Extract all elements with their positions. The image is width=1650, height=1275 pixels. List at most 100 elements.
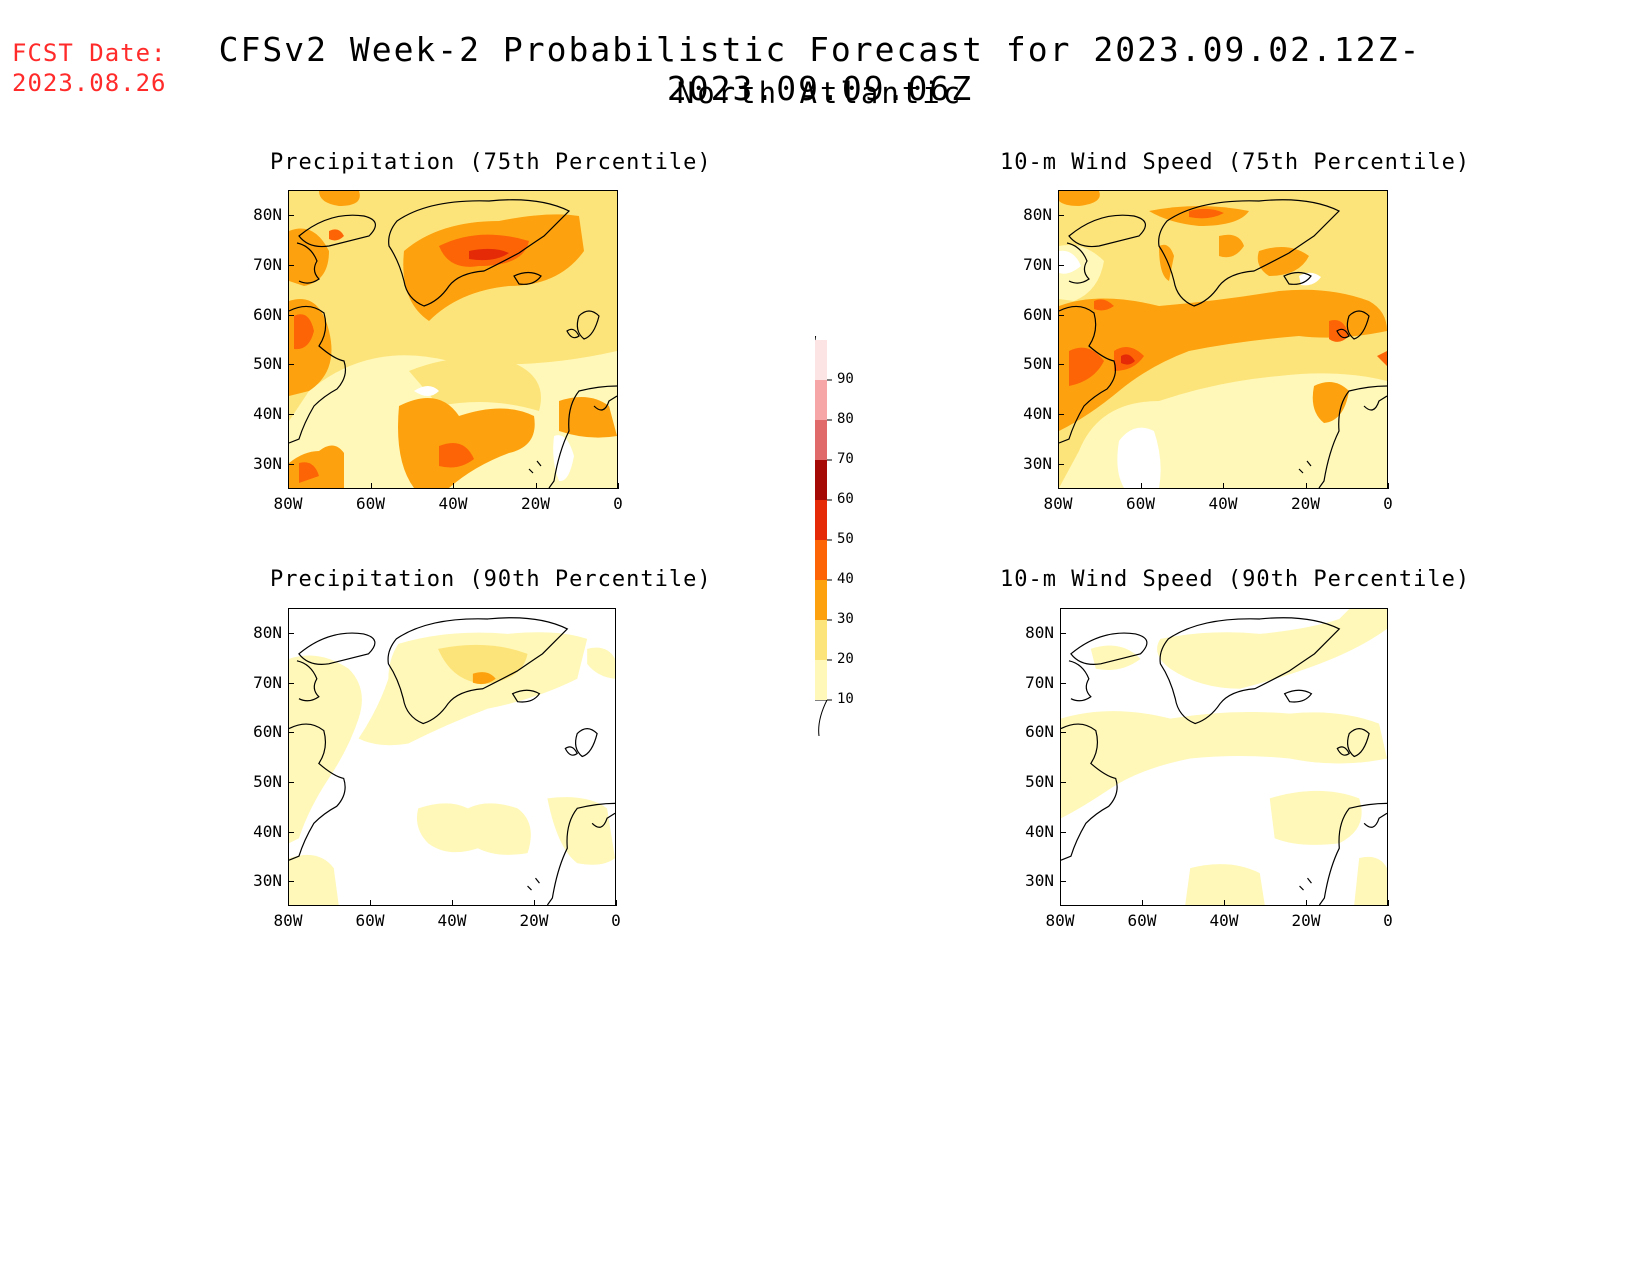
lat-tick-precip-90	[288, 632, 294, 634]
lat-label-precip-90: 30N	[253, 871, 282, 891]
colorbar	[815, 336, 875, 736]
lon-label-precip-90: 60W	[355, 911, 385, 930]
lat-tick-wind-75	[1058, 364, 1064, 366]
map-precip-75-field	[289, 191, 617, 488]
lon-label-wind-75: 40W	[1208, 494, 1238, 513]
lon-tick-precip-90	[370, 900, 371, 906]
lat-label-wind-75: 70N	[1023, 254, 1052, 274]
forecast-date-value: 2023.08.26	[12, 69, 167, 97]
forecast-date-block: FCST Date: 2023.08.26	[12, 38, 167, 98]
lat-label-wind-90: 50N	[1025, 771, 1054, 791]
lon-label-precip-90: 80W	[273, 911, 303, 930]
map-precip-90	[288, 608, 616, 906]
lon-tick-wind-90	[1224, 900, 1225, 906]
lat-label-wind-90: 40N	[1025, 821, 1054, 841]
colorbar-segment	[815, 500, 827, 540]
panel-title-wind-75: 10-m Wind Speed (75th Percentile)	[1000, 150, 1471, 175]
panel-title-precip-90: Precipitation (90th Percentile)	[270, 567, 712, 592]
colorbar-segment	[815, 660, 827, 700]
lon-label-wind-90: 80W	[1045, 911, 1075, 930]
lon-tick-wind-75	[1223, 483, 1224, 489]
colorbar-label: 50	[837, 531, 854, 547]
lat-label-precip-90: 70N	[253, 672, 282, 692]
lat-label-precip-90: 60N	[253, 722, 282, 742]
lon-label-precip-75: 20W	[521, 494, 550, 513]
colorbar-label: 70	[837, 451, 854, 467]
panel-title-precip-75: Precipitation (75th Percentile)	[270, 150, 712, 175]
lon-tick-wind-75	[1140, 483, 1142, 489]
lat-tick-precip-75	[288, 264, 294, 266]
lon-tick-wind-75	[1058, 483, 1059, 489]
lon-tick-precip-75	[535, 483, 537, 489]
lat-label-wind-75: 40N	[1023, 404, 1052, 424]
region-subtitle: North Atlantic	[676, 76, 964, 110]
forecast-date-label: FCST Date:	[12, 39, 167, 67]
lon-tick-precip-75	[618, 483, 619, 489]
lon-tick-precip-90	[288, 900, 289, 906]
lat-tick-wind-75	[1058, 314, 1064, 316]
lon-tick-precip-75	[370, 483, 372, 489]
lat-tick-wind-90	[1060, 682, 1066, 684]
map-wind-90	[1060, 608, 1388, 906]
colorbar-segment	[815, 620, 827, 660]
lon-tick-wind-75	[1305, 483, 1307, 489]
lat-label-precip-90: 80N	[253, 622, 282, 642]
lat-tick-wind-90	[1060, 781, 1066, 783]
lon-label-wind-75: 80W	[1043, 494, 1073, 513]
lon-tick-precip-75	[288, 483, 289, 489]
lat-label-precip-75: 50N	[253, 354, 282, 374]
colorbar-label: 10	[837, 691, 854, 707]
page-title: CFSv2 Week-2 Probabilistic Forecast for …	[218, 30, 1422, 108]
lat-label-wind-75: 50N	[1023, 354, 1052, 374]
colorbar-segment	[815, 540, 827, 580]
lat-label-precip-90: 40N	[253, 821, 282, 841]
map-wind-90-field	[1061, 609, 1387, 905]
lat-label-wind-90: 80N	[1025, 622, 1054, 642]
lat-label-precip-75: 80N	[253, 204, 282, 224]
lon-tick-precip-90	[616, 900, 617, 906]
lat-label-precip-75: 60N	[253, 304, 282, 324]
lon-label-wind-90: 40W	[1209, 911, 1239, 930]
colorbar-label: 60	[837, 491, 854, 507]
lat-label-wind-75: 60N	[1023, 304, 1052, 324]
colorbar-label: 90	[837, 371, 854, 387]
map-precip-75	[288, 190, 618, 489]
lon-label-wind-90: 0	[1383, 911, 1393, 930]
lat-label-precip-90: 50N	[253, 771, 282, 791]
lat-tick-precip-90	[288, 831, 294, 833]
lat-tick-wind-75	[1058, 464, 1064, 466]
panel-title-wind-90: 10-m Wind Speed (90th Percentile)	[1000, 567, 1471, 592]
lat-tick-precip-90	[288, 682, 294, 684]
colorbar-label: 80	[837, 411, 854, 427]
lon-label-precip-75: 80W	[273, 494, 303, 513]
lat-tick-precip-75	[288, 414, 294, 416]
lat-label-wind-75: 30N	[1023, 454, 1052, 474]
lat-tick-wind-75	[1058, 264, 1064, 266]
lat-tick-wind-75	[1058, 214, 1064, 216]
lon-tick-wind-90	[1306, 900, 1307, 906]
colorbar-segment	[815, 580, 827, 620]
colorbar-label: 40	[837, 571, 854, 587]
lon-label-precip-90: 0	[611, 911, 621, 930]
lat-tick-precip-75	[288, 314, 294, 316]
lon-tick-wind-75	[1388, 483, 1389, 489]
lon-tick-precip-75	[453, 483, 454, 489]
colorbar-tail-top	[815, 336, 817, 341]
lat-label-precip-75: 30N	[253, 454, 282, 474]
lon-tick-wind-90	[1060, 900, 1061, 906]
colorbar-label: 30	[837, 611, 854, 627]
lon-tick-wind-90	[1388, 900, 1389, 906]
colorbar-segment	[815, 340, 827, 380]
lat-label-wind-90: 60N	[1025, 722, 1054, 742]
colorbar-segment	[815, 420, 827, 460]
lon-label-wind-75: 60W	[1126, 494, 1155, 513]
lon-label-wind-90: 60W	[1127, 911, 1157, 930]
colorbar-segment	[815, 380, 827, 420]
colorbar-segment	[815, 460, 827, 500]
colorbar-label: 20	[837, 651, 854, 667]
map-wind-75-field	[1059, 191, 1387, 488]
lat-tick-precip-75	[288, 214, 294, 216]
lat-tick-wind-90	[1060, 632, 1066, 634]
lon-label-wind-75: 0	[1383, 494, 1393, 513]
lon-label-precip-75: 40W	[438, 494, 468, 513]
